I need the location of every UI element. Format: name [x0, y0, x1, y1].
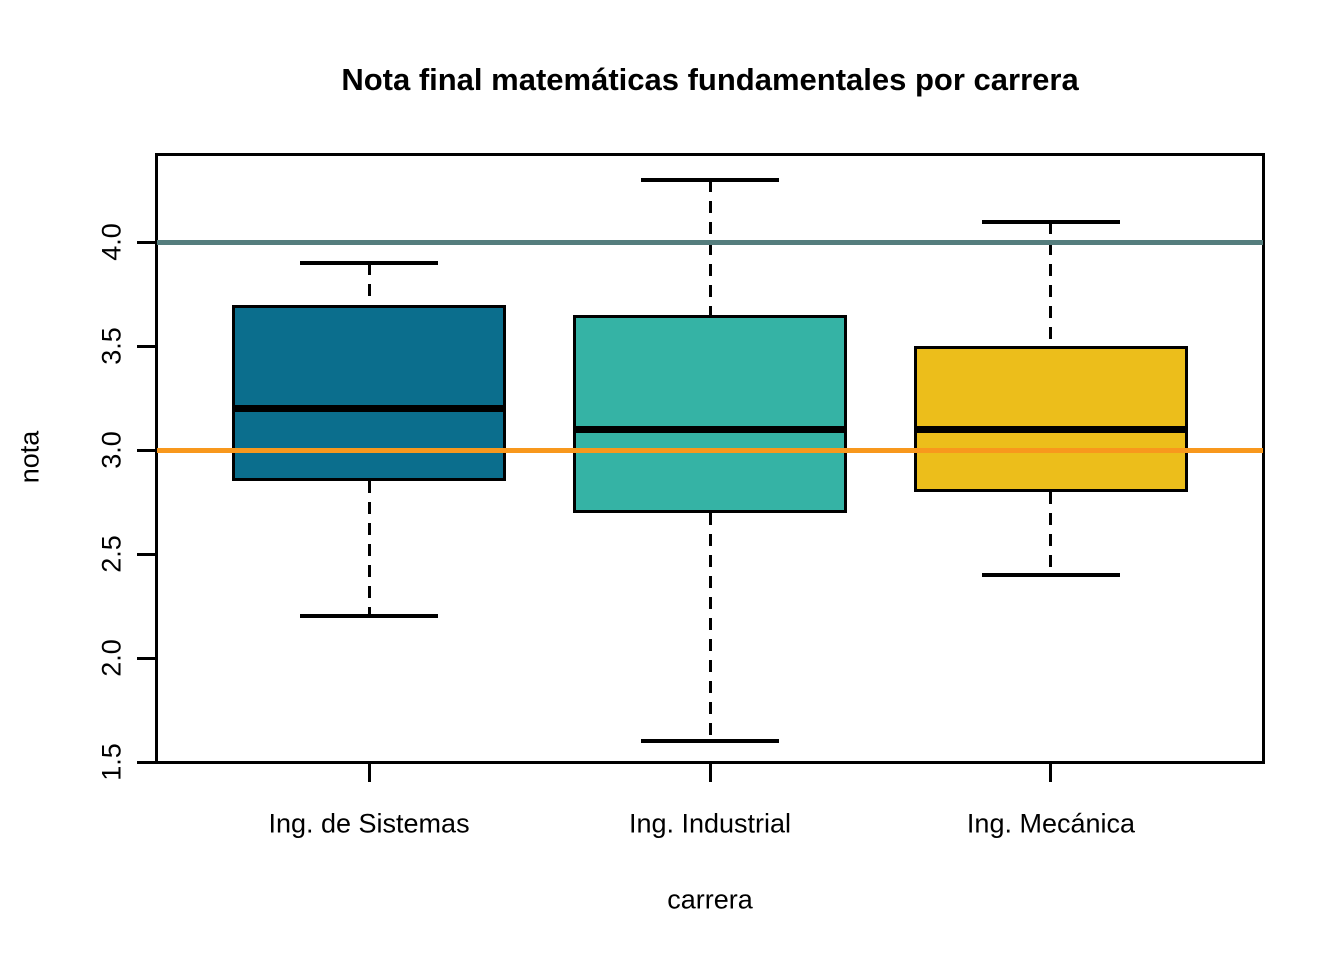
- y-axis-tick: [137, 656, 157, 660]
- whisker-lower-line-ing-industrial: [708, 512, 712, 742]
- box-ing-de-sistemas: [232, 304, 507, 482]
- median-line-ing-de-sistemas: [232, 405, 507, 413]
- whisker-lower-cap-ing-de-sistemas: [300, 614, 439, 619]
- whisker-upper-line-ing-de-sistemas: [367, 263, 371, 305]
- whisker-lower-cap-ing-mec-nica: [981, 572, 1120, 577]
- reference-line-4: [157, 239, 1263, 245]
- whisker-upper-cap-ing-de-sistemas: [300, 261, 439, 266]
- whisker-upper-cap-ing-industrial: [641, 177, 779, 182]
- y-axis-tick: [137, 240, 157, 244]
- whisker-lower-line-ing-mec-nica: [1049, 491, 1053, 575]
- whisker-lower-line-ing-de-sistemas: [367, 481, 371, 617]
- whisker-upper-cap-ing-mec-nica: [981, 219, 1120, 224]
- median-line-ing-mec-nica: [913, 425, 1188, 433]
- box-ing-mec-nica: [913, 346, 1188, 492]
- x-axis-tick-ing-de-sistemas: [367, 762, 371, 782]
- chart-title: Nota final matemáticas fundamentales por…: [341, 62, 1079, 97]
- whisker-upper-line-ing-industrial: [708, 179, 712, 316]
- reference-line-3: [157, 447, 1263, 453]
- whisker-lower-cap-ing-industrial: [641, 739, 779, 744]
- y-axis-tick: [137, 344, 157, 348]
- whisker-upper-line-ing-mec-nica: [1049, 221, 1053, 347]
- x-axis-tick-ing-mec-nica: [1049, 762, 1053, 782]
- y-axis-tick: [137, 448, 157, 452]
- box-ing-industrial: [573, 315, 847, 513]
- median-line-ing-industrial: [573, 425, 847, 433]
- y-axis-tick: [137, 552, 157, 556]
- y-axis-tick: [137, 760, 157, 764]
- x-axis-tick-ing-industrial: [708, 762, 712, 782]
